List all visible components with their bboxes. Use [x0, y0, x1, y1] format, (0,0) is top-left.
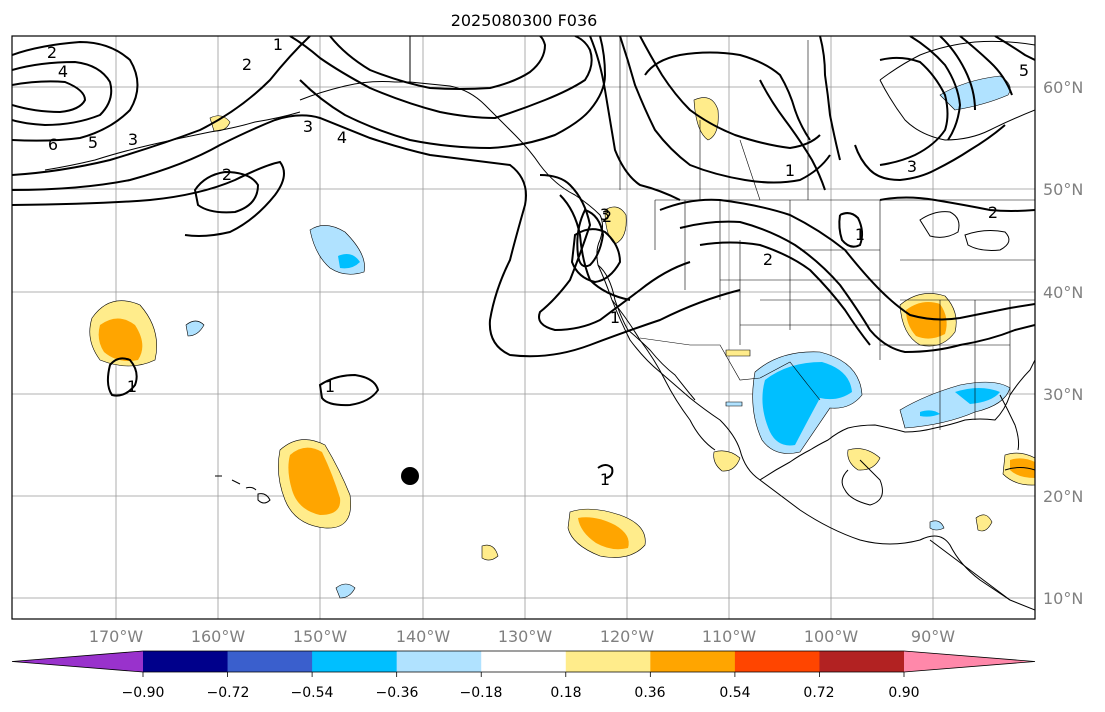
contour-label: 1 [600, 470, 610, 489]
colorbar-tick-label: 0.36 [634, 685, 665, 701]
positive-anomaly-region [481, 544, 499, 561]
contour-label: 6 [48, 135, 58, 154]
contour-label: 2 [763, 250, 773, 269]
positive-anomaly-region [847, 448, 881, 471]
positive-anomaly-core [288, 447, 341, 515]
lon-label: 120°W [600, 627, 655, 646]
colorbar-tick-label: −0.72 [207, 685, 250, 701]
lon-label: 140°W [396, 627, 451, 646]
negative-anomaly-core [762, 362, 852, 446]
contour-label-group: 2 4 6 5 3 1 2 3 4 2 1 1 2 1 1 2 3 5 2 1 … [47, 35, 1029, 489]
colorbar-segment [650, 651, 736, 672]
lat-label: 40°N [1043, 283, 1083, 302]
colorbar-tick-label: −0.90 [122, 685, 165, 701]
colorbar-segment [312, 651, 398, 672]
colorbar-segment [396, 651, 482, 672]
colorbar-tick-label: 0.90 [888, 685, 919, 701]
positive-anomaly-core [1010, 458, 1035, 478]
colorbar-extend-low [12, 651, 143, 672]
latitude-labels: 60°N 50°N 40°N 30°N 20°N 10°N [1043, 78, 1083, 608]
contour-label: 2 [242, 55, 252, 74]
colorbar-segment [565, 651, 651, 672]
lon-label: 130°W [498, 627, 553, 646]
negative-anomaly-region [185, 320, 205, 337]
lon-label: 100°W [804, 627, 859, 646]
colorbar-segment [143, 651, 229, 672]
positive-anomaly-region [975, 514, 993, 532]
colorbar-segment [819, 651, 905, 672]
negative-anomaly-region [929, 520, 945, 531]
contour-label: 2 [222, 165, 232, 184]
positive-anomaly-core [98, 318, 143, 361]
contour-label: 1 [325, 377, 335, 396]
lon-label: 90°W [911, 627, 955, 646]
colorbar-tick-label: −0.18 [460, 685, 503, 701]
lat-label: 50°N [1043, 180, 1083, 199]
colorbar-tick-label: −0.54 [291, 685, 334, 701]
colorbar-segment [227, 651, 313, 672]
contour-label: 1 [610, 308, 620, 327]
contour-label: 3 [303, 117, 313, 136]
lat-label: 60°N [1043, 78, 1083, 97]
negative-anomaly-region [335, 583, 356, 599]
negative-anomaly-region [725, 401, 743, 407]
contour-label: 3 [128, 130, 138, 149]
colorbar-extend-high [904, 651, 1035, 672]
map-title: 2025080300 F036 [451, 11, 598, 30]
positive-anomaly-region [725, 349, 751, 357]
colorbar-segment [481, 651, 567, 672]
lon-label: 150°W [293, 627, 348, 646]
negative-anomaly-core [338, 254, 360, 269]
contour-label: 2 [47, 43, 57, 62]
contour-label: 2 [602, 207, 612, 226]
colorbar-segment [734, 651, 820, 672]
colorbar-ticks: −0.90 −0.72 −0.54 −0.36 −0.18 0.18 0.36 … [122, 685, 920, 701]
lon-label: 170°W [89, 627, 144, 646]
lat-label: 10°N [1043, 589, 1083, 608]
contour-label: 2 [988, 203, 998, 222]
positive-anomaly-core [578, 517, 629, 550]
map-frame [11, 35, 1036, 620]
location-marker [401, 467, 419, 485]
longitude-labels: 170°W 160°W 150°W 140°W 130°W 120°W 110°… [89, 627, 955, 646]
map-area [12, 36, 1035, 619]
negative-anomaly-region [939, 75, 1011, 111]
colorbar-tick-label: −0.36 [376, 685, 419, 701]
contour-label: 5 [88, 133, 98, 152]
lat-label: 30°N [1043, 385, 1083, 404]
contour-label: 4 [58, 62, 68, 81]
contour-label: 1 [273, 35, 283, 54]
colorbar [11, 650, 1036, 677]
contour-label: 4 [337, 128, 347, 147]
anomaly-shading [89, 75, 1035, 599]
contour-label: 1 [127, 377, 137, 396]
contour-label: 3 [600, 205, 610, 224]
lon-label: 110°W [702, 627, 757, 646]
positive-anomaly-region [713, 450, 741, 472]
colorbar-tick-label: 0.18 [550, 685, 581, 701]
contour-label: 1 [855, 225, 865, 244]
contour-label: 1 [785, 161, 795, 180]
contour-label: 3 [907, 157, 917, 176]
contour-label: 5 [1019, 61, 1029, 80]
negative-anomaly-core [955, 388, 1000, 404]
colorbar-tick-label: 0.72 [803, 685, 834, 701]
negative-anomaly-core [920, 410, 940, 417]
contour-lines [12, 36, 1035, 479]
lon-label: 160°W [191, 627, 246, 646]
positive-anomaly-region [604, 206, 627, 245]
positive-anomaly-core [906, 302, 947, 339]
lat-label: 20°N [1043, 487, 1083, 506]
colorbar-tick-label: 0.54 [719, 685, 750, 701]
